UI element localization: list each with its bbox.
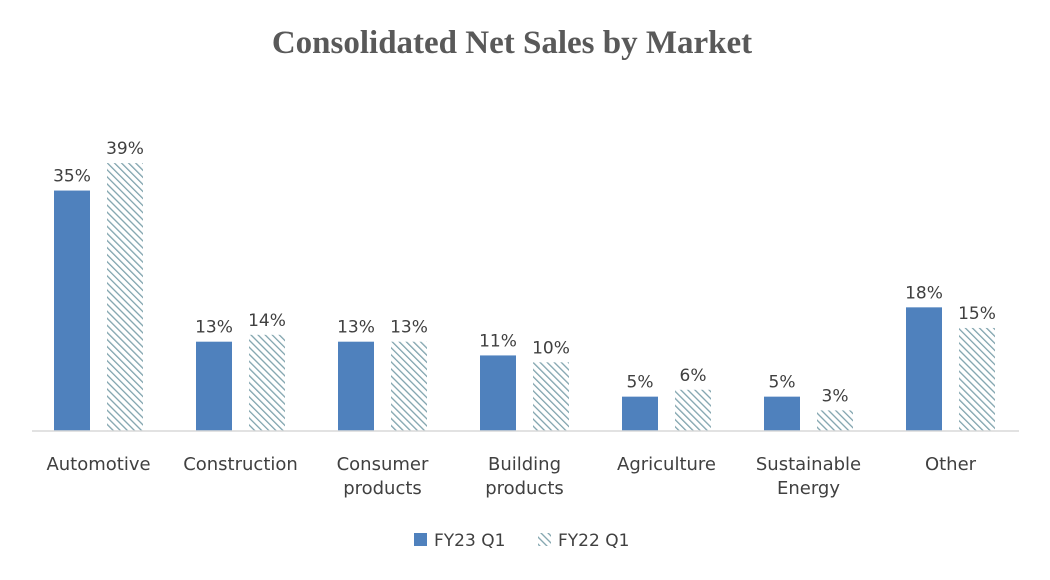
bar-series2-5: [817, 410, 853, 431]
bar-series1-2: [338, 341, 374, 431]
chart-title: Consolidated Net Sales by Market: [272, 25, 752, 61]
legend: FY23 Q1 FY22 Q1: [414, 531, 629, 551]
legend-swatch-series2: [538, 533, 551, 546]
category-label-3-1: products: [485, 478, 564, 499]
data-label-series2-1: 14%: [248, 311, 286, 331]
data-label-series1-4: 5%: [627, 373, 654, 393]
data-label-series1-0: 35%: [53, 167, 91, 187]
data-label-series1-2: 13%: [337, 318, 375, 338]
category-label-5-1: Energy: [777, 478, 840, 499]
category-labels: Automotive Construction Consumer products Bu…: [46, 454, 976, 499]
data-label-series2-3: 10%: [532, 338, 570, 358]
data-label-series1-5: 5%: [769, 373, 796, 393]
legend-label-series1: FY23 Q1: [434, 531, 505, 551]
bar-series1-5: [764, 396, 800, 431]
category-label-6-0: Other: [925, 454, 977, 475]
category-label-0-0: Automotive: [46, 454, 150, 475]
category-label-3-0: Building: [488, 454, 561, 475]
data-label-series2-2: 13%: [390, 318, 428, 338]
bar-series2-1: [249, 334, 285, 431]
data-label-series2-0: 39%: [106, 139, 144, 159]
bar-series1-0: [54, 190, 90, 431]
legend-swatch-series1: [414, 533, 427, 546]
bar-series2-4: [675, 389, 711, 431]
category-label-2-0: Consumer: [337, 454, 429, 475]
bar-series2-6: [959, 327, 995, 431]
category-label-2-1: products: [343, 478, 422, 499]
bar-series2-0: [107, 163, 143, 431]
data-label-series2-6: 15%: [958, 304, 996, 324]
bar-series1-1: [196, 341, 232, 431]
bar-series1-6: [906, 307, 942, 431]
data-label-series2-5: 3%: [822, 386, 849, 406]
data-label-series1-6: 18%: [905, 283, 943, 303]
data-label-series2-4: 6%: [680, 366, 707, 386]
data-label-series1-3: 11%: [479, 331, 517, 351]
bar-series1-3: [480, 355, 516, 431]
data-label-series1-1: 13%: [195, 318, 233, 338]
bar-series1-4: [622, 396, 658, 431]
legend-label-series2: FY22 Q1: [558, 531, 629, 551]
category-label-5-0: Sustainable: [756, 454, 861, 475]
bar-series2-3: [533, 362, 569, 431]
bar-series2-2: [391, 341, 427, 431]
category-label-1-0: Construction: [183, 454, 298, 475]
category-label-4-0: Agriculture: [617, 454, 716, 475]
plot-area: 35% 39% 13% 14% 13% 13% 11% 10% 5% 6% 5% 3% 18% 15%: [53, 139, 996, 431]
